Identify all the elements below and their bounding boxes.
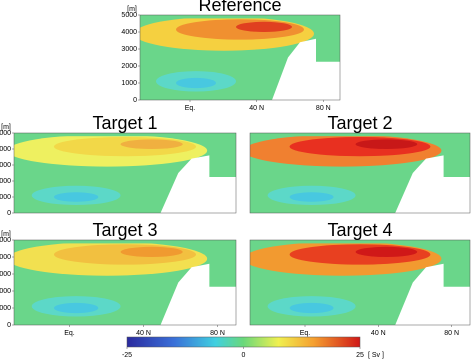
deep-cell [289,192,334,202]
y-tick-label: 1000 [0,194,11,201]
y-tick-label: 5000 [0,130,11,137]
x-tick-label: 40 N [136,330,151,337]
panel-title: Target 3 [92,220,157,240]
contour-panel: Target 1 [m] 0 1000 2000 3000 4000 5000 [0,113,237,217]
contour-panel: Target 4 Eq. 40 N 80 N [249,220,471,337]
panel-title: Target 2 [327,113,392,133]
contour-panel: Reference [m] 0 1000 2000 3000 4000 5000 Eq. 40 N… [121,0,341,112]
y-axis-label: [m] [1,124,11,131]
y-tick-label: 4000 [121,29,137,36]
land [160,263,236,325]
frame [13,132,237,214]
colorbar-tick-label: 25 [356,352,364,359]
land [160,155,236,213]
colorbar [126,336,361,348]
frame [249,132,471,214]
land [272,38,340,100]
x-tick-label: 80 N [444,330,459,337]
field [140,15,340,100]
y-tick-label: 0 [7,322,11,329]
panel-title: Reference [198,0,281,15]
y-tick-label: 2000 [0,288,11,295]
cell-core [120,246,183,257]
land [395,263,470,325]
panel-title: Target 1 [92,113,157,133]
y-tick-label: 4000 [0,254,11,261]
y-tick-label: 0 [133,97,137,104]
surface [14,133,236,137]
colorbar-tick-label: -25 [122,352,132,359]
y-tick-label: 5000 [121,12,137,19]
y-tick-label: 5000 [0,237,11,244]
frame [139,14,341,101]
contour-panel: Target 3 [m] 0 1000 2000 3000 4000 5000 Eq. 40 N 8… [0,220,237,337]
x-tick-label: 40 N [249,105,264,112]
field [250,240,470,325]
y-tick-label: 0 [7,210,11,217]
colorbar-label: [ Sv ] [368,352,384,359]
surface [14,240,236,244]
deep-cell [176,77,216,89]
deep-cell [289,302,334,314]
y-axis-label: [m] [1,231,11,238]
deep-cell [53,192,99,202]
cell-core [355,246,418,257]
y-tick-label: 2000 [0,178,11,185]
x-tick-label: Eq. [64,330,75,337]
y-tick-label: 4000 [0,146,11,153]
contour-panel: Target 2 [249,113,471,214]
y-axis-label: [m] [127,6,137,13]
field [14,240,236,325]
frame [13,239,237,326]
deep-cell [53,302,99,314]
frame [249,239,471,326]
cell-core [236,21,292,32]
x-tick-label: 80 N [210,330,225,337]
surface [250,133,470,137]
land [395,155,470,213]
cell-core [355,139,418,149]
x-tick-label: Eq. [185,105,196,112]
y-tick-label: 2000 [121,63,137,70]
x-tick-label: 80 N [316,105,331,112]
field [14,133,236,213]
y-tick-label: 3000 [0,271,11,278]
cell-core [120,139,183,149]
y-tick-label: 1000 [0,305,11,312]
y-tick-label: 1000 [121,80,137,87]
surface [250,240,470,244]
field [250,133,470,213]
x-tick-label: 40 N [371,330,386,337]
x-tick-label: Eq. [300,330,311,337]
panel-title: Target 4 [327,220,392,240]
y-tick-label: 3000 [121,46,137,53]
colorbar-tick-label: 0 [242,352,246,359]
y-tick-label: 3000 [0,162,11,169]
surface [140,15,340,19]
